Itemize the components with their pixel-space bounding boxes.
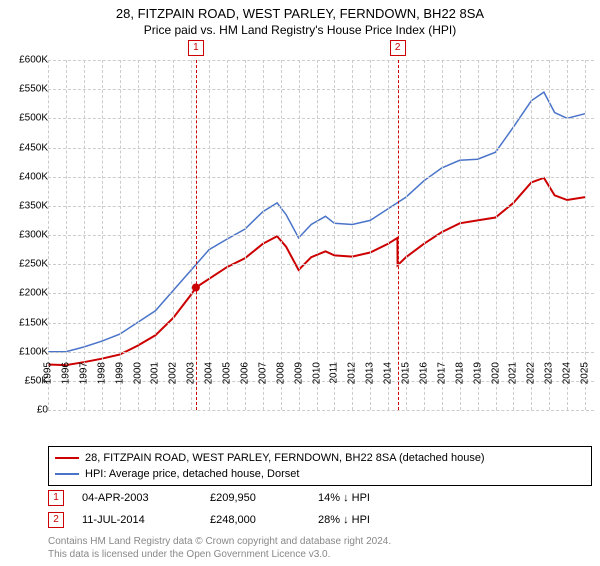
chart-area: 12 [48,60,594,410]
x-tick-label: 2002 [168,362,179,384]
x-tick-label: 2019 [472,362,483,384]
chart-title: 28, FITZPAIN ROAD, WEST PARLEY, FERNDOWN… [0,6,600,21]
x-tick-label: 2011 [329,362,340,384]
x-tick-label: 2004 [204,362,215,384]
y-tick-label: £450K [19,142,48,153]
legend: 28, FITZPAIN ROAD, WEST PARLEY, FERNDOWN… [48,446,592,486]
legend-swatch [55,457,79,459]
legend-row: HPI: Average price, detached house, Dors… [55,466,585,482]
x-tick-label: 2005 [222,362,233,384]
sale-date: 04-APR-2003 [82,492,192,504]
sale-number-box: 1 [48,490,64,506]
x-tick-label: 2017 [436,362,447,384]
sale-price: £209,950 [210,492,300,504]
sale-marker-1: 1 [188,40,204,56]
x-tick-label: 2012 [347,362,358,384]
sale-row-2: 2 11-JUL-2014 £248,000 28% ↓ HPI [48,512,592,528]
x-tick-label: 1996 [60,362,71,384]
y-tick-label: £0 [37,405,48,416]
x-tick-label: 2001 [150,362,161,384]
x-tick-label: 2013 [365,362,376,384]
x-tick-label: 2020 [490,362,501,384]
sale-date: 11-JUL-2014 [82,514,192,526]
sale-hpi-delta: 14% ↓ HPI [318,492,370,504]
y-tick-label: £550K [19,84,48,95]
sale-price: £248,000 [210,514,300,526]
x-tick-label: 2023 [544,362,555,384]
x-tick-label: 1998 [96,362,107,384]
sale-hpi-delta: 28% ↓ HPI [318,514,370,526]
plot-area: 12 [48,60,594,410]
y-tick-label: £150K [19,317,48,328]
chart-subtitle: Price paid vs. HM Land Registry's House … [0,23,600,37]
x-tick-label: 2021 [508,362,519,384]
x-tick-label: 2022 [526,362,537,384]
x-tick-label: 2006 [239,362,250,384]
footer-attribution: Contains HM Land Registry data © Crown c… [48,536,391,561]
x-tick-label: 2014 [383,362,394,384]
y-tick-label: £600K [19,55,48,66]
x-tick-label: 2009 [293,362,304,384]
x-tick-label: 2018 [454,362,465,384]
x-tick-label: 1999 [114,362,125,384]
x-tick-label: 2000 [132,362,143,384]
sale-row-1: 1 04-APR-2003 £209,950 14% ↓ HPI [48,490,592,506]
footer-line-2: This data is licensed under the Open Gov… [48,549,391,562]
y-tick-label: £100K [19,346,48,357]
x-tick-label: 2010 [311,362,322,384]
x-tick-label: 2016 [418,362,429,384]
y-tick-label: £200K [19,288,48,299]
sale-marker-2: 2 [390,40,406,56]
x-tick-label: 2003 [186,362,197,384]
x-tick-label: 1995 [43,362,54,384]
x-tick-label: 1997 [78,362,89,384]
sale-number-box: 2 [48,512,64,528]
legend-row: 28, FITZPAIN ROAD, WEST PARLEY, FERNDOWN… [55,450,585,466]
x-tick-label: 2025 [580,362,591,384]
footer-line-1: Contains HM Land Registry data © Crown c… [48,536,391,549]
y-tick-label: £250K [19,259,48,270]
legend-label: 28, FITZPAIN ROAD, WEST PARLEY, FERNDOWN… [85,452,485,464]
y-tick-label: £400K [19,171,48,182]
x-tick-label: 2008 [275,362,286,384]
x-tick-label: 2007 [257,362,268,384]
x-tick-label: 2024 [562,362,573,384]
y-tick-label: £300K [19,230,48,241]
y-tick-label: £500K [19,113,48,124]
x-tick-label: 2015 [401,362,412,384]
legend-swatch [55,473,79,475]
legend-label: HPI: Average price, detached house, Dors… [85,468,299,480]
y-tick-label: £350K [19,200,48,211]
